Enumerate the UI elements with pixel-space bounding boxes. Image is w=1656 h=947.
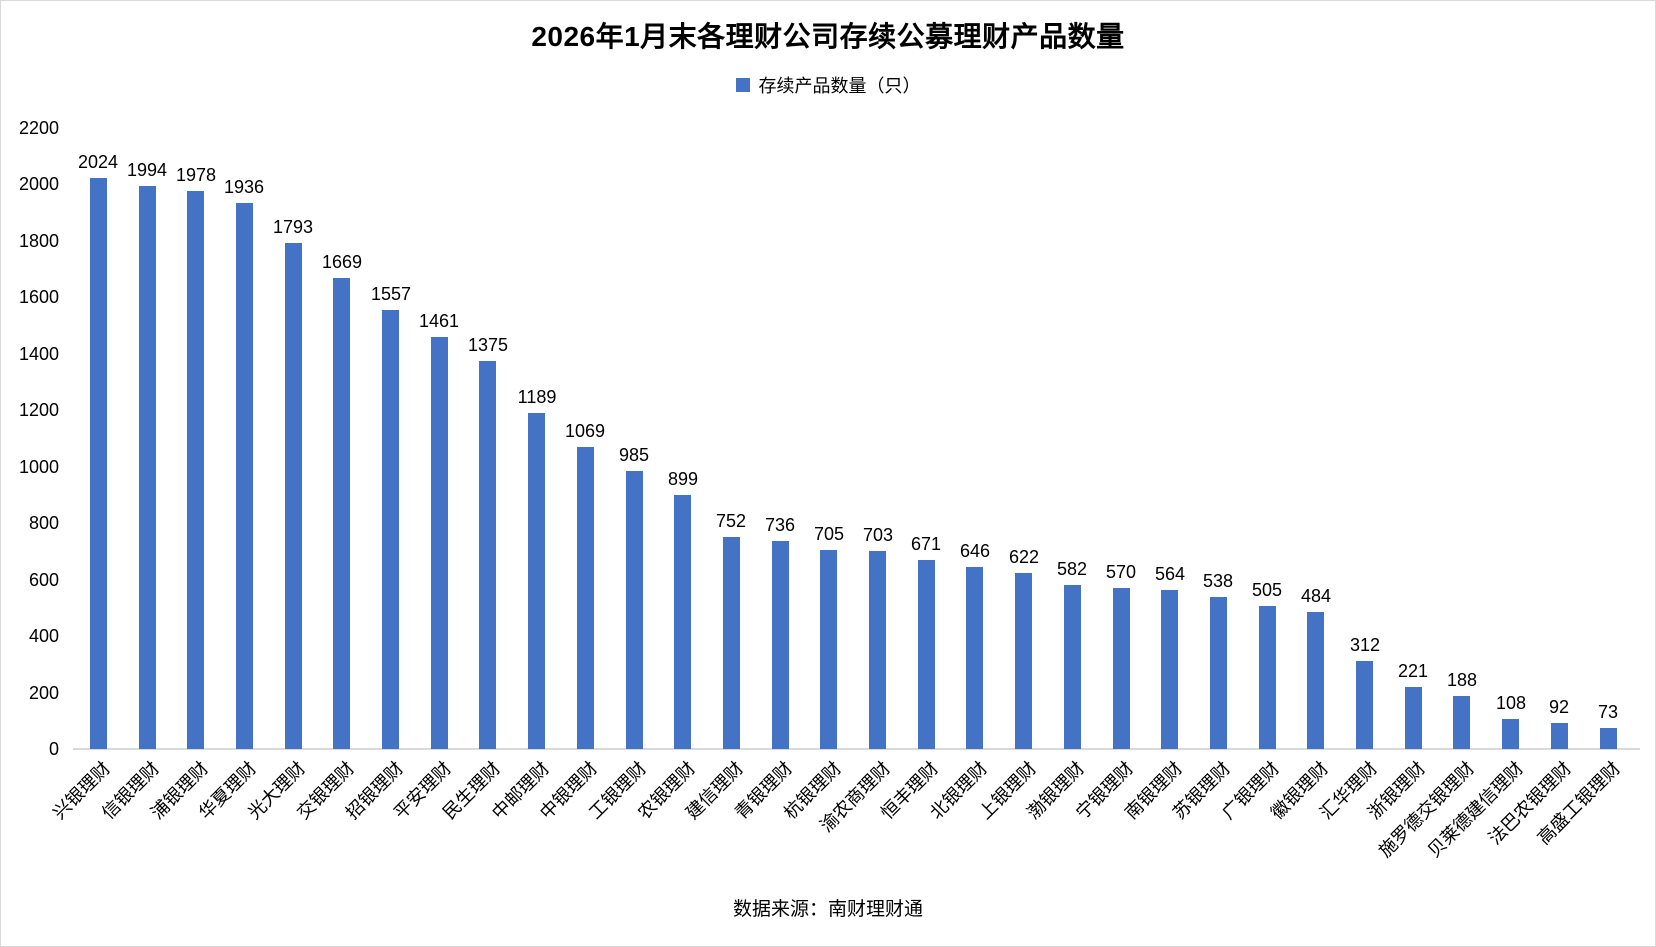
bar-华夏理财 (236, 203, 253, 749)
bar-value-label: 646 (959, 541, 991, 561)
bar-value-label: 985 (618, 445, 650, 465)
bar-法巴农银理财 (1551, 723, 1568, 749)
bar-高盛工银理财 (1600, 728, 1617, 749)
bar-杭银理财 (820, 550, 837, 749)
bar-北银理财 (966, 567, 983, 749)
bar-value-label: 752 (715, 511, 747, 531)
bar-农银理财 (674, 495, 691, 749)
bar-value-label: 899 (667, 469, 699, 489)
bar-兴银理财 (90, 178, 107, 749)
y-axis-tick-label: 1000 (18, 456, 59, 477)
bar-宁银理财 (1113, 588, 1130, 749)
y-axis-tick-label: 2200 (18, 118, 59, 138)
bar-value-label: 1461 (418, 311, 460, 331)
bar-光大理财 (285, 243, 302, 749)
bar-value-label: 505 (1251, 580, 1283, 600)
bar-苏银理财 (1210, 597, 1227, 749)
bar-value-label: 582 (1056, 559, 1088, 579)
bar-value-label: 671 (910, 534, 942, 554)
bar-浦银理财 (187, 191, 204, 749)
bar-value-label: 221 (1397, 661, 1429, 681)
bar-渝农商理财 (869, 551, 886, 749)
bar-value-label: 188 (1446, 670, 1478, 690)
bar-恒丰理财 (918, 560, 935, 749)
bar-青银理财 (772, 541, 789, 749)
bar-上银理财 (1015, 573, 1032, 749)
bar-value-label: 108 (1495, 693, 1527, 713)
y-axis-tick-label: 1200 (18, 400, 59, 421)
y-axis-tick-label: 800 (28, 513, 59, 534)
bar-工银理财 (626, 471, 643, 749)
bar-广银理财 (1259, 606, 1276, 749)
bar-value-label: 705 (813, 524, 845, 544)
bar-value-label: 1669 (321, 252, 363, 272)
bar-value-label: 1069 (564, 421, 606, 441)
bar-value-label: 1936 (223, 177, 265, 197)
bar-value-label: 484 (1300, 586, 1332, 606)
bar-value-label: 312 (1349, 635, 1381, 655)
bar-value-label: 622 (1008, 547, 1040, 567)
bar-招银理财 (382, 310, 399, 749)
y-axis-tick-label: 1400 (18, 343, 59, 364)
bar-汇华理财 (1356, 661, 1373, 749)
bar-value-label: 538 (1202, 571, 1234, 591)
data-source-note: 数据来源：南财理财通 (732, 899, 923, 920)
bar-value-label: 92 (1548, 697, 1570, 717)
bar-贝莱德建信理财 (1502, 719, 1519, 749)
bar-value-label: 1994 (126, 160, 168, 180)
y-axis-tick-label: 400 (28, 626, 59, 647)
bar-value-label: 1189 (517, 387, 557, 407)
legend-swatch-icon (735, 78, 750, 92)
y-axis-tick-label: 1600 (18, 287, 59, 308)
legend-label: 存续产品数量（只） (758, 76, 921, 96)
chart-title: 2026年1月末各理财公司存续公募理财产品数量 (531, 21, 1125, 52)
bar-徽银理财 (1307, 612, 1324, 749)
bar-渤银理财 (1064, 585, 1081, 749)
bar-value-label: 736 (764, 515, 796, 535)
bar-平安理财 (431, 337, 448, 749)
bar-信银理财 (139, 186, 156, 749)
y-axis-tick-label: 2000 (18, 174, 59, 195)
bar-value-label: 1978 (175, 165, 217, 185)
y-axis-tick-label: 600 (28, 569, 59, 590)
bar-浙银理财 (1405, 687, 1422, 749)
bar-value-label: 1375 (467, 335, 509, 355)
bar-施罗德交银理财 (1453, 696, 1470, 749)
bar-value-label: 1557 (370, 284, 412, 304)
legend: 存续产品数量（只） (1, 72, 1655, 98)
bar-value-label: 564 (1154, 564, 1186, 584)
bar-value-label: 2024 (77, 152, 119, 172)
bar-value-label: 1793 (272, 217, 314, 237)
bar-建信理财 (723, 537, 740, 749)
x-axis-line (73, 748, 1640, 750)
bar-中邮理财 (528, 413, 545, 749)
bar-value-label: 73 (1597, 702, 1619, 722)
bar-民生理财 (479, 361, 496, 749)
y-axis-tick-label: 200 (28, 682, 59, 703)
bar-交银理财 (333, 278, 350, 749)
bar-value-label: 570 (1105, 562, 1137, 582)
bar-中银理财 (577, 447, 594, 749)
y-axis-tick-label: 1800 (18, 230, 59, 251)
y-axis-tick-label: 0 (48, 739, 59, 759)
bar-value-label: 703 (862, 525, 894, 545)
bar-南银理财 (1161, 590, 1178, 749)
